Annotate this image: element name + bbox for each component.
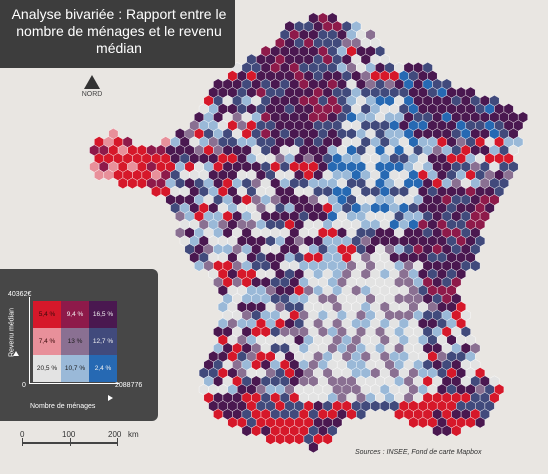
scale-label: 100 [62, 430, 76, 439]
hex-cell [470, 260, 481, 272]
hex-cell [356, 408, 366, 421]
scale-unit: km [128, 430, 139, 439]
bivariate-legend: 40362€ Revenu médian 5,4 % 9,4 % 16,5 % … [0, 269, 158, 421]
title-panel: Analyse bivariée : Rapport entre le nomb… [0, 0, 235, 68]
scale-tick [22, 438, 23, 446]
legend-x-axis [29, 383, 119, 384]
legend-x-axis-label: Nombre de ménages [30, 403, 96, 410]
scale-label: 200 [108, 430, 122, 439]
legend-x-max-label: 2088776 [115, 382, 143, 389]
legend-cell: 16,5 % [89, 301, 117, 328]
north-arrow-icon [84, 75, 100, 89]
legend-y-axis [29, 297, 30, 383]
hex-cell [475, 416, 486, 429]
arrow-up-icon [13, 351, 19, 356]
hex-cell [308, 441, 319, 454]
legend-cell: 9,4 % [61, 301, 89, 328]
map-title: Analyse bivariée : Rapport entre le nomb… [11, 6, 227, 56]
hex-cells [89, 12, 528, 454]
legend-y-max-label: 40362€ [8, 291, 32, 298]
source-credit: Sources : INSEE, Fond de carte Mapbox [355, 449, 482, 456]
legend-cell: 5,4 % [33, 301, 61, 328]
legend-cell: 2,4 % [89, 355, 117, 382]
scale-label: 0 [20, 430, 25, 439]
north-label: NORD [81, 91, 103, 98]
legend-cell: 7,4 % [33, 328, 61, 355]
legend-origin-label: 0 [22, 382, 26, 389]
hex-cell [451, 425, 462, 437]
legend-cell: 13 % [61, 328, 89, 355]
hex-cell [322, 433, 333, 445]
north-arrow: NORD [80, 75, 104, 105]
arrow-right-icon [108, 395, 113, 401]
scale-tick [117, 438, 118, 446]
scale-tick [70, 438, 71, 446]
legend-cell: 20,5 % [33, 355, 61, 382]
scale-bar: 0 100 200 km [20, 430, 167, 454]
legend-grid: 5,4 % 9,4 % 16,5 % 7,4 % 13 % 12,7 % 20,… [33, 301, 117, 382]
legend-cell: 12,7 % [89, 328, 117, 355]
legend-cell: 10,7 % [61, 355, 89, 382]
